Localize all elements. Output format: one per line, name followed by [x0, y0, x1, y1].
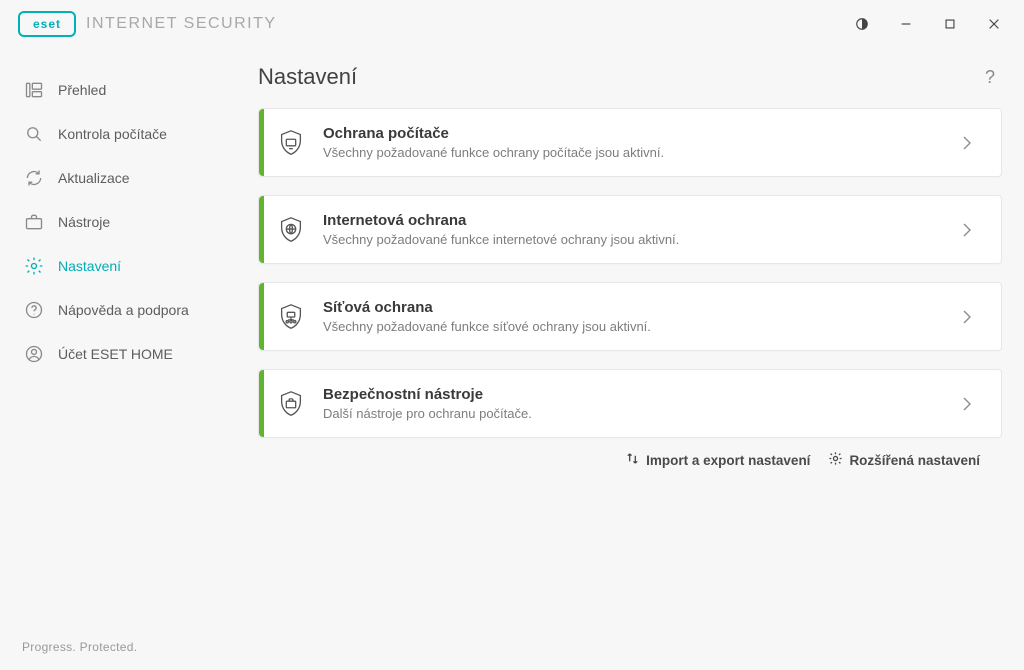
shield-network-icon: [259, 302, 323, 332]
sidebar-item-label: Nastavení: [58, 258, 121, 274]
briefcase-icon: [24, 212, 44, 232]
card-security-tools[interactable]: Bezpečnostní nástroje Další nástroje pro…: [258, 369, 1002, 438]
refresh-icon: [24, 168, 44, 188]
close-button[interactable]: [974, 8, 1014, 40]
brand: eset INTERNET SECURITY: [18, 11, 277, 37]
import-export-icon: [625, 451, 640, 469]
minimize-button[interactable]: [886, 8, 926, 40]
shield-briefcase-icon: [259, 389, 323, 419]
card-title: Bezpečnostní nástroje: [323, 386, 955, 403]
card-desc: Všechny požadované funkce internetové oc…: [323, 232, 955, 247]
card-title: Ochrana počítače: [323, 125, 955, 142]
help-button[interactable]: ?: [978, 65, 1002, 89]
sidebar-item-tools[interactable]: Nástroje: [0, 200, 240, 244]
main-header: Nastavení ?: [258, 64, 1002, 90]
sidebar-item-label: Nápověda a podpora: [58, 302, 189, 318]
sidebar-item-account[interactable]: Účet ESET HOME: [0, 332, 240, 376]
sidebar-item-label: Kontrola počítače: [58, 126, 167, 142]
sidebar-item-settings[interactable]: Nastavení: [0, 244, 240, 288]
sidebar-item-scan[interactable]: Kontrola počítače: [0, 112, 240, 156]
gear-icon: [24, 256, 44, 276]
sidebar-item-label: Přehled: [58, 82, 106, 98]
chevron-right-icon: [955, 135, 979, 151]
import-export-link[interactable]: Import a export nastavení: [625, 451, 810, 469]
card-desc: Další nástroje pro ochranu počítače.: [323, 406, 955, 421]
shield-monitor-icon: [259, 128, 323, 158]
gear-icon: [828, 451, 843, 469]
sidebar-item-overview[interactable]: Přehled: [0, 68, 240, 112]
brand-logo: eset: [18, 11, 76, 37]
card-computer-protection[interactable]: Ochrana počítače Všechny požadované funk…: [258, 108, 1002, 177]
card-desc: Všechny požadované funkce ochrany počíta…: [323, 145, 955, 160]
sidebar: Přehled Kontrola počítače Aktualizace Ná…: [0, 48, 240, 670]
chevron-right-icon: [955, 222, 979, 238]
theme-toggle-icon[interactable]: [842, 8, 882, 40]
card-network-protection[interactable]: Síťová ochrana Všechny požadované funkce…: [258, 282, 1002, 351]
shield-globe-icon: [259, 215, 323, 245]
sidebar-item-label: Aktualizace: [58, 170, 130, 186]
window-controls: [842, 8, 1014, 40]
main-panel: Nastavení ? Ochrana počítače Všechny pož…: [240, 48, 1024, 670]
advanced-settings-link[interactable]: Rozšířená nastavení: [828, 451, 980, 469]
user-icon: [24, 344, 44, 364]
card-title: Internetová ochrana: [323, 212, 955, 229]
import-export-label: Import a export nastavení: [646, 453, 810, 468]
settings-cards: Ochrana počítače Všechny požadované funk…: [258, 108, 1002, 438]
sidebar-item-update[interactable]: Aktualizace: [0, 156, 240, 200]
chevron-right-icon: [955, 309, 979, 325]
overview-icon: [24, 80, 44, 100]
help-icon: [24, 300, 44, 320]
maximize-button[interactable]: [930, 8, 970, 40]
card-title: Síťová ochrana: [323, 299, 955, 316]
card-internet-protection[interactable]: Internetová ochrana Všechny požadované f…: [258, 195, 1002, 264]
footer-bar: Import a export nastavení Rozšířená nast…: [258, 438, 1002, 482]
brand-product: INTERNET SECURITY: [86, 15, 277, 33]
card-desc: Všechny požadované funkce síťové ochrany…: [323, 319, 955, 334]
advanced-settings-label: Rozšířená nastavení: [849, 453, 980, 468]
search-icon: [24, 124, 44, 144]
titlebar: eset INTERNET SECURITY: [0, 0, 1024, 48]
sidebar-footer-tagline: Progress. Protected.: [0, 640, 240, 670]
chevron-right-icon: [955, 396, 979, 412]
sidebar-item-help[interactable]: Nápověda a podpora: [0, 288, 240, 332]
sidebar-item-label: Nástroje: [58, 214, 110, 230]
sidebar-item-label: Účet ESET HOME: [58, 346, 173, 362]
page-title: Nastavení: [258, 64, 357, 90]
